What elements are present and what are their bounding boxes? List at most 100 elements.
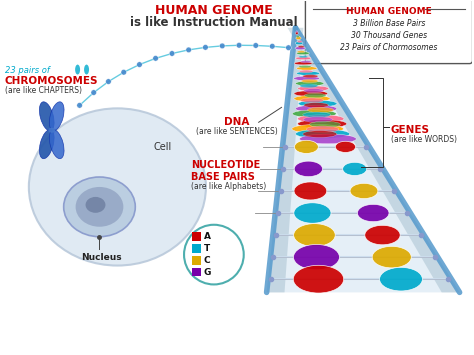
Ellipse shape	[304, 103, 328, 108]
Circle shape	[77, 103, 82, 108]
Ellipse shape	[294, 161, 322, 177]
FancyBboxPatch shape	[305, 0, 473, 64]
Ellipse shape	[39, 102, 54, 131]
Ellipse shape	[380, 267, 422, 291]
Circle shape	[253, 43, 258, 48]
Ellipse shape	[29, 108, 206, 266]
Ellipse shape	[293, 245, 339, 270]
Circle shape	[186, 47, 191, 53]
Ellipse shape	[297, 51, 305, 53]
Ellipse shape	[300, 134, 356, 144]
Text: A: A	[204, 232, 211, 241]
Ellipse shape	[298, 115, 344, 123]
Ellipse shape	[297, 40, 302, 43]
Ellipse shape	[296, 37, 301, 40]
Circle shape	[106, 79, 111, 84]
Text: T: T	[204, 244, 210, 253]
Bar	[192, 232, 201, 241]
Ellipse shape	[343, 162, 367, 175]
Ellipse shape	[296, 52, 310, 55]
Text: (are like WORDS): (are like WORDS)	[391, 135, 457, 144]
Ellipse shape	[294, 62, 312, 65]
Text: Nucleus: Nucleus	[81, 253, 122, 262]
Ellipse shape	[295, 47, 305, 50]
Ellipse shape	[294, 95, 330, 102]
Ellipse shape	[75, 65, 80, 75]
Ellipse shape	[301, 61, 311, 63]
Text: NUCLEOTIDE
BASE PAIRS: NUCLEOTIDE BASE PAIRS	[191, 160, 260, 182]
Ellipse shape	[365, 225, 400, 245]
Ellipse shape	[304, 93, 326, 98]
Ellipse shape	[76, 187, 123, 227]
Text: 30 Thousand Genes: 30 Thousand Genes	[351, 31, 427, 40]
Text: Cell: Cell	[153, 142, 171, 152]
Ellipse shape	[294, 203, 331, 223]
Ellipse shape	[294, 224, 335, 246]
Ellipse shape	[298, 120, 346, 128]
Ellipse shape	[295, 105, 337, 112]
Ellipse shape	[49, 102, 64, 131]
Text: (are like SENTENCES): (are like SENTENCES)	[196, 127, 278, 136]
Ellipse shape	[310, 121, 340, 127]
Ellipse shape	[301, 98, 324, 103]
Bar	[192, 256, 201, 264]
Ellipse shape	[302, 75, 318, 78]
Ellipse shape	[39, 130, 54, 159]
Ellipse shape	[335, 141, 356, 152]
Ellipse shape	[372, 246, 411, 268]
Ellipse shape	[350, 183, 378, 198]
Polygon shape	[266, 28, 303, 293]
Ellipse shape	[296, 67, 317, 70]
Text: G: G	[204, 268, 211, 277]
Circle shape	[286, 45, 292, 50]
Ellipse shape	[84, 65, 89, 75]
Ellipse shape	[298, 86, 328, 91]
Ellipse shape	[301, 79, 318, 83]
Ellipse shape	[48, 128, 55, 133]
Ellipse shape	[357, 204, 389, 222]
Ellipse shape	[295, 57, 311, 60]
Ellipse shape	[308, 107, 334, 113]
Text: 23 Pairs of Chormosomes: 23 Pairs of Chormosomes	[340, 43, 438, 52]
Text: 23 pairs of: 23 pairs of	[5, 66, 50, 75]
Ellipse shape	[303, 112, 330, 118]
Text: (are like CHAPTERS): (are like CHAPTERS)	[5, 87, 82, 95]
Circle shape	[184, 225, 244, 284]
Ellipse shape	[303, 117, 333, 122]
Ellipse shape	[295, 42, 303, 45]
Ellipse shape	[300, 84, 318, 88]
Text: DNA: DNA	[224, 117, 249, 127]
Ellipse shape	[295, 32, 298, 34]
Text: CHROMOSOMES: CHROMOSOMES	[5, 76, 99, 86]
Bar	[192, 244, 201, 253]
Circle shape	[203, 45, 208, 50]
Text: 3 Billion Base Pairs: 3 Billion Base Pairs	[353, 19, 425, 28]
Ellipse shape	[295, 129, 350, 138]
Polygon shape	[266, 28, 460, 293]
Circle shape	[270, 44, 275, 49]
Ellipse shape	[294, 182, 327, 200]
Text: HUMAN GENOME: HUMAN GENOME	[346, 7, 432, 16]
Bar	[192, 268, 201, 277]
Ellipse shape	[293, 265, 344, 293]
Ellipse shape	[297, 71, 320, 75]
Text: GENES: GENES	[391, 125, 430, 135]
Circle shape	[91, 90, 97, 95]
Ellipse shape	[296, 31, 298, 33]
Circle shape	[219, 43, 225, 49]
Ellipse shape	[304, 89, 324, 93]
Circle shape	[169, 51, 175, 56]
Ellipse shape	[298, 46, 304, 48]
Ellipse shape	[294, 140, 319, 153]
Ellipse shape	[303, 131, 337, 137]
Ellipse shape	[292, 110, 336, 118]
Circle shape	[137, 62, 142, 67]
Ellipse shape	[295, 81, 324, 86]
Text: HUMAN GENOME: HUMAN GENOME	[155, 4, 273, 17]
Polygon shape	[288, 28, 460, 293]
Circle shape	[121, 70, 127, 75]
Ellipse shape	[299, 65, 311, 68]
Ellipse shape	[292, 124, 344, 133]
Ellipse shape	[294, 91, 328, 97]
Ellipse shape	[293, 76, 319, 81]
